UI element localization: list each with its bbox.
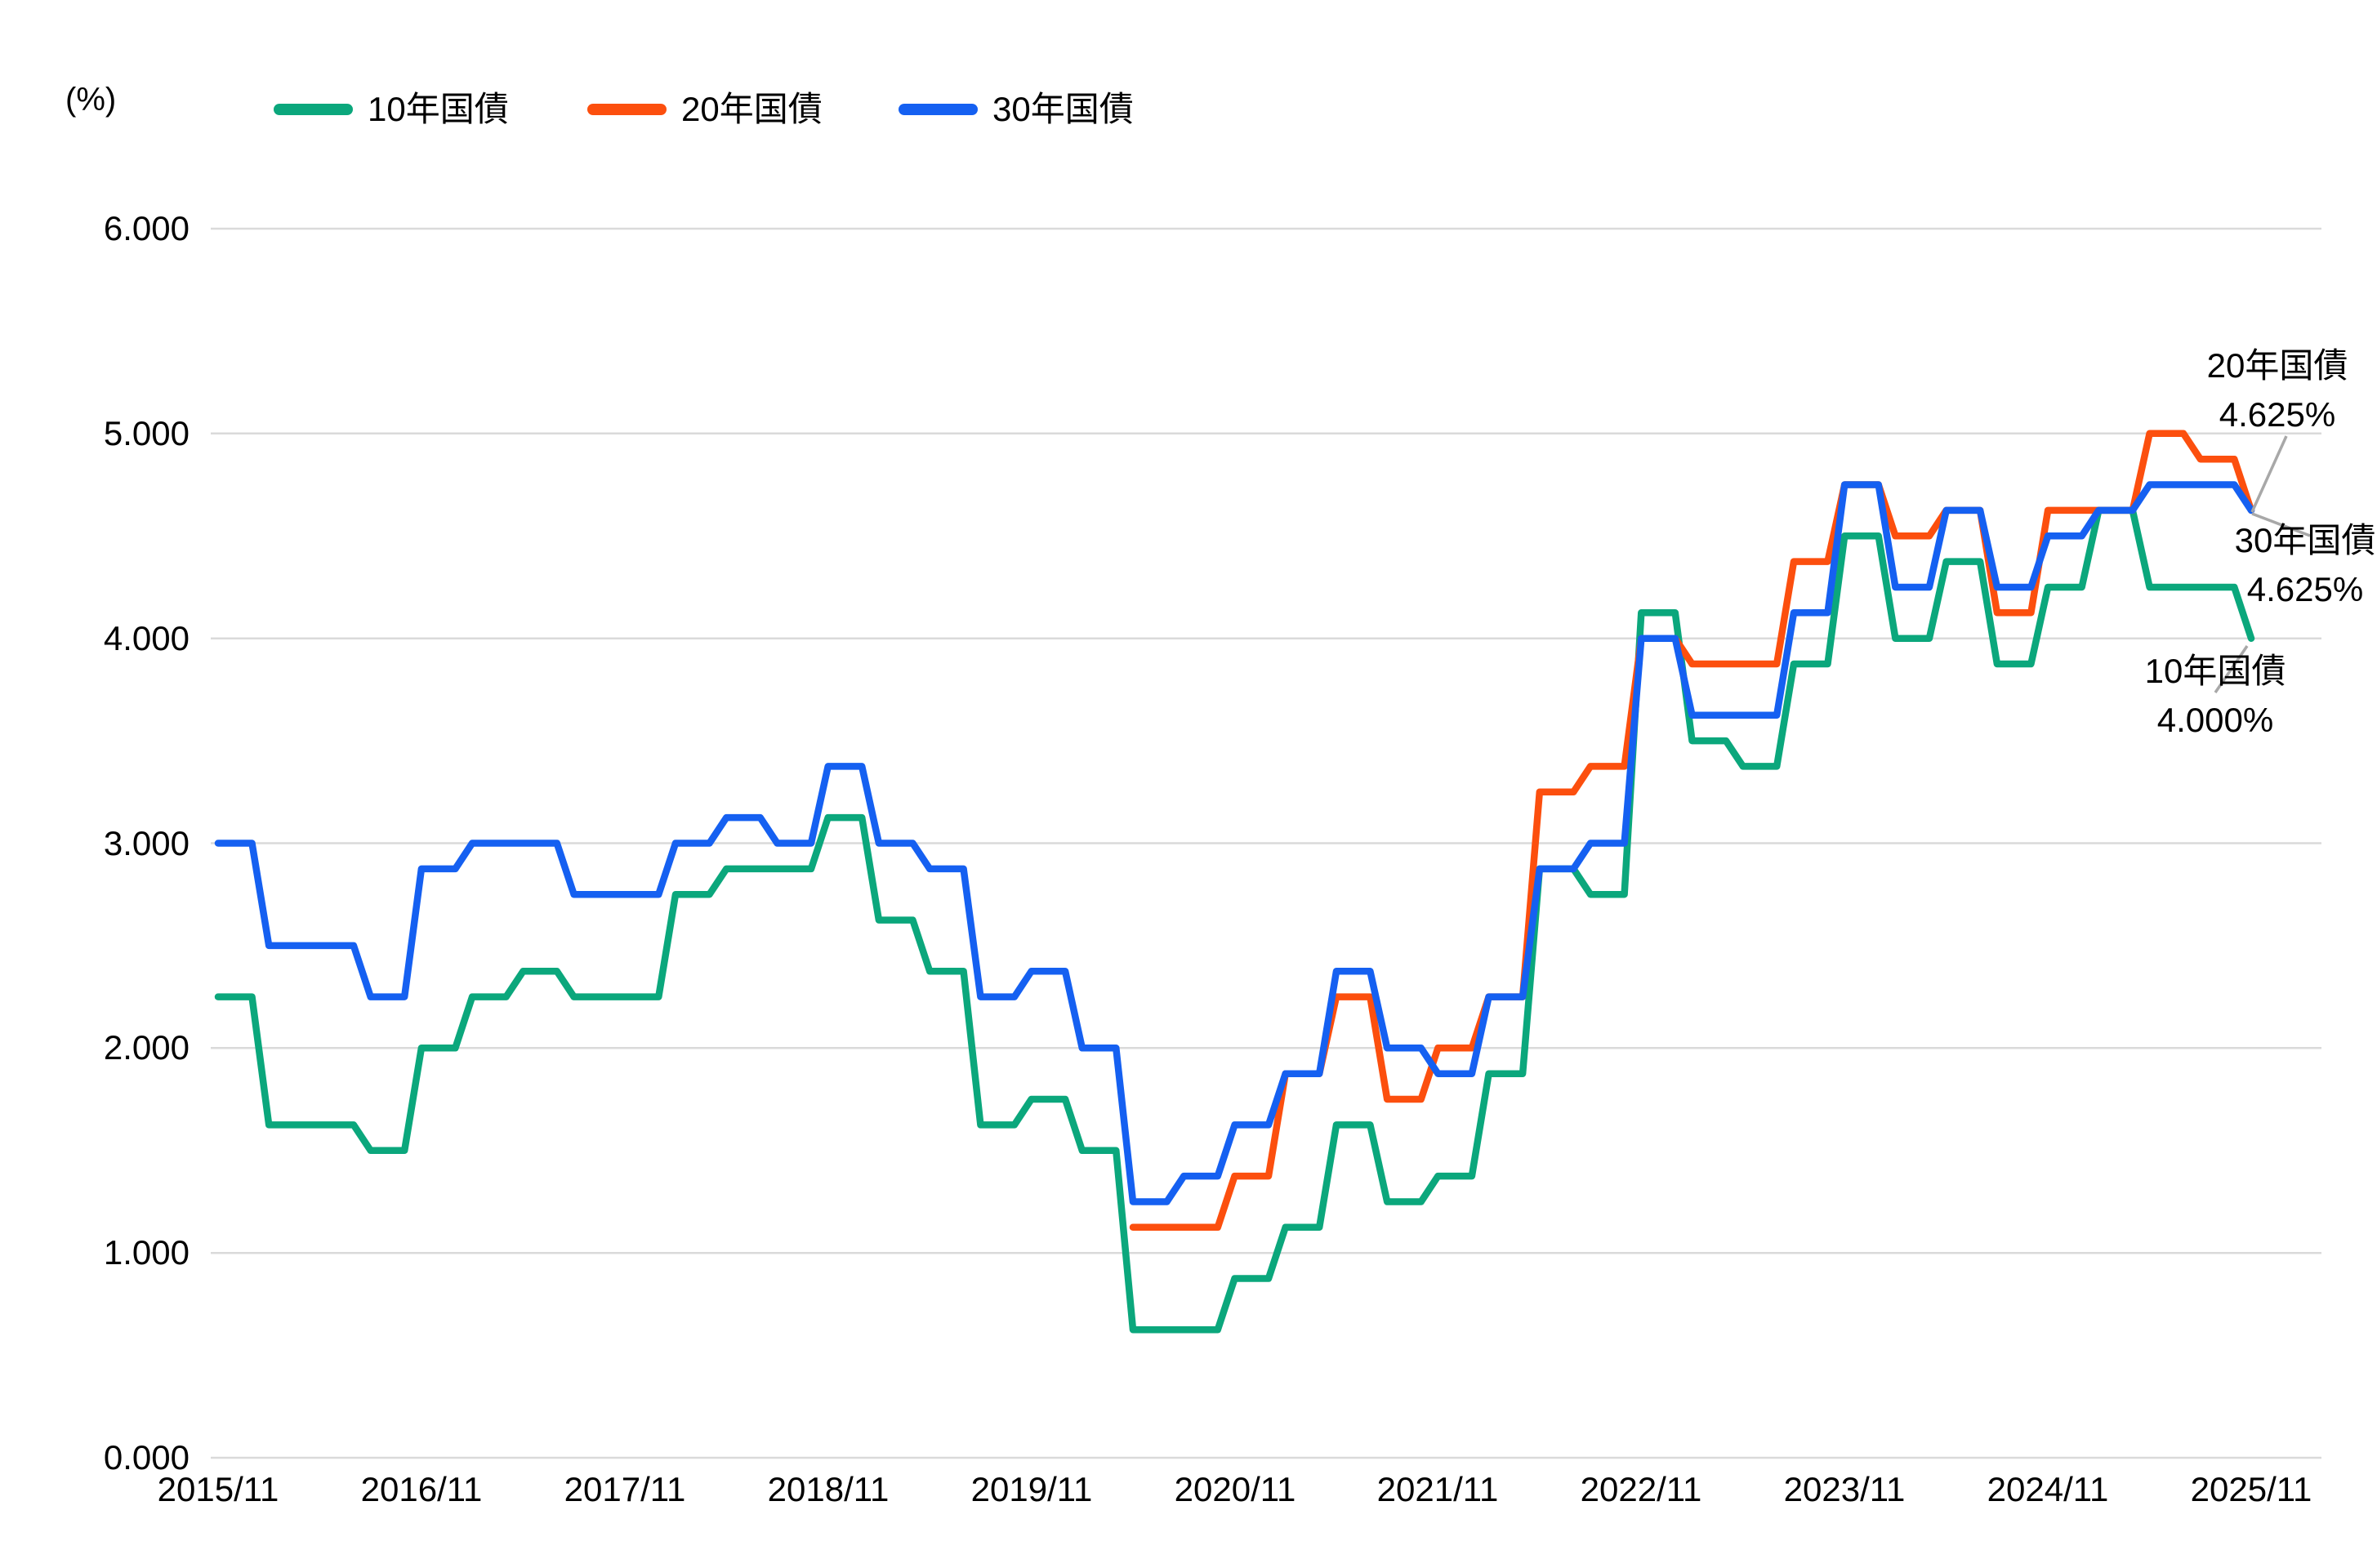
x-tick-2019: 2019/11 [970,1470,1093,1508]
y-tick-4: 4.000 [103,619,190,657]
x-tick-2025: 2025/11 [2190,1470,2312,1508]
legend-swatch-20y [587,104,667,115]
legend-item-10y: 10年国債 [274,90,509,129]
annotation-30y: 30年国債 4.625% [2223,516,2377,614]
leader-line-20y [2250,435,2288,513]
x-tick-2021: 2021/11 [1376,1470,1499,1508]
legend-item-20y: 20年国債 [587,90,823,129]
x-tick-2023: 2023/11 [1783,1470,1906,1508]
series-line-30y [214,481,2255,1205]
legend-label-30y: 30年国債 [992,90,1134,128]
leader-line-10y [2214,645,2249,693]
annotation-20y-series: 20年国債 [2206,346,2348,385]
legend-swatch-30y-bar [899,104,978,115]
series-line-10y [214,506,2255,1334]
legend-label-20y: 20年国債 [681,90,823,128]
annotation-10y-value: 4.000% [2156,701,2274,739]
y-tick-3: 3.000 [103,824,190,862]
annotation-leaders [2214,435,2311,693]
gridlines [211,227,2321,1459]
annotation-20y: 20年国債 4.625% [2196,341,2359,439]
y-tick-5: 5.000 [103,414,190,452]
leader-line-30y [2251,512,2311,537]
legend-swatch-20y-bar [587,104,667,115]
legend-label-10y: 10年国債 [368,90,509,128]
x-tick-2020: 2020/11 [1174,1470,1296,1508]
y-tick-6: 6.000 [103,209,190,247]
legend-swatch-30y [899,104,978,115]
x-tick-2024: 2024/11 [1987,1470,2109,1508]
x-tick-2016: 2016/11 [360,1470,483,1508]
legend-swatch-10y [274,104,353,115]
annotation-30y-series: 30年国債 [2234,521,2376,559]
annotation-10y: 10年国債 4.000% [2134,647,2297,745]
y-tick-2: 2.000 [103,1028,190,1067]
annotation-20y-value: 4.625% [2219,395,2336,434]
series-line-20y [1129,430,2255,1232]
legend-item-30y: 30年国債 [899,90,1134,129]
x-tick-2017: 2017/11 [564,1470,686,1508]
annotation-10y-series: 10年国債 [2144,652,2286,690]
y-axis-unit-label: (%) [65,82,117,118]
legend-swatch-10y-bar [274,104,353,115]
y-tick-0: 0.000 [103,1438,190,1477]
x-tick-2022: 2022/11 [1580,1470,1702,1508]
x-tick-2015: 2015/11 [157,1470,279,1508]
x-tick-2018: 2018/11 [767,1470,890,1508]
annotation-30y-value: 4.625% [2246,570,2364,608]
y-tick-1: 1.000 [103,1233,190,1272]
